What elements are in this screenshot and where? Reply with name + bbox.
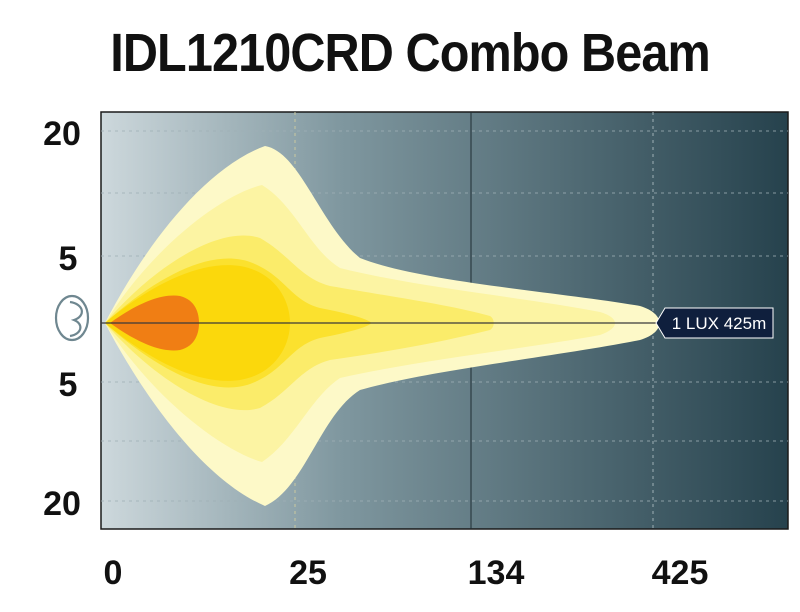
- x-tick-label: 25: [289, 554, 327, 592]
- chart-title: IDL1210CRD Combo Beam: [110, 23, 710, 83]
- lux-annotation-box: [655, 307, 774, 339]
- x-tick-label: 134: [468, 554, 525, 592]
- x-tick-label: 425: [652, 554, 709, 592]
- y-tick-label: 5: [59, 240, 78, 278]
- y-tick-label: 20: [43, 485, 81, 523]
- light-source-icon: [54, 294, 90, 342]
- y-tick-label: 5: [59, 366, 78, 404]
- lux-annotation: 1 LUX 425m: [655, 307, 774, 339]
- y-tick-label: 20: [43, 115, 81, 153]
- x-tick-label: 0: [104, 554, 123, 592]
- lux-annotation-label: 1 LUX 425m: [672, 314, 767, 333]
